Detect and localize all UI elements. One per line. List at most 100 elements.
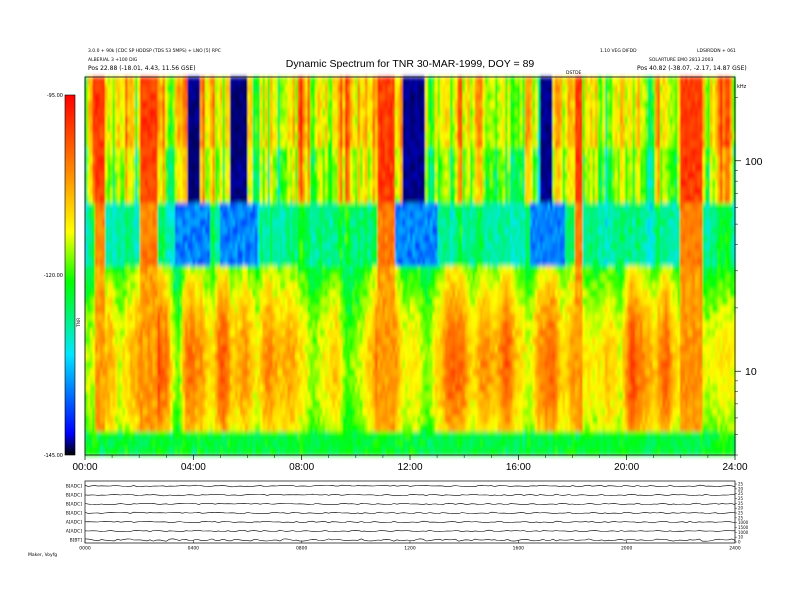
heatmap-cell [300,360,304,369]
heatmap-cell [240,384,244,393]
heatmap-cell [187,195,191,204]
heatmap-cell [210,171,214,180]
heatmap-cell [227,171,231,180]
heatmap-cell [107,305,111,314]
heatmap-cell [245,439,249,448]
heatmap-cell [310,108,314,117]
heatmap-cell [105,210,109,220]
heatmap-cell [302,84,306,94]
heatmap-cell [135,321,139,330]
heatmap-cell [255,344,259,354]
heatmap-cell [267,140,271,149]
heatmap-cell [245,273,249,283]
heatmap-cell [340,203,344,212]
heatmap-cell [115,132,119,141]
heatmap-cell [202,266,206,275]
heatmap-cell [142,100,146,110]
heatmap-cell [265,336,269,346]
heatmap-cell [147,226,151,236]
heatmap-cell [145,218,149,228]
heatmap-cell [177,392,181,401]
heatmap-cell [292,187,296,196]
heatmap-cell [225,273,229,283]
heatmap-cell [295,218,299,228]
heatmap-cell [215,163,219,173]
heatmap-cell [160,100,164,110]
heatmap-cell [202,423,206,432]
heatmap-cell [140,195,144,204]
heatmap-cell [335,140,339,149]
heatmap-cell [267,147,271,157]
heatmap-cell [277,258,281,267]
heatmap-cell [127,431,131,440]
heatmap-cell [202,84,206,94]
heatmap-cell [92,77,96,86]
heatmap-cell [172,281,176,291]
heatmap-cell [150,415,154,425]
heatmap-cell [145,140,149,149]
heatmap-cell [285,258,289,267]
heatmap-cell [177,368,181,377]
heatmap-cell [120,116,124,125]
heatmap-cell [275,352,279,362]
heatmap-cell [340,84,344,94]
heatmap-cell [192,368,196,377]
heatmap-cell [125,376,129,385]
heatmap-cell [150,313,154,322]
heatmap-cell [330,407,334,417]
heatmap-cell [312,399,316,409]
heatmap-cell [162,218,166,228]
heatmap-cell [207,163,211,173]
heatmap-cell [207,439,211,448]
heatmap-cell [87,399,91,409]
heatmap-cell [245,368,249,377]
heatmap-cell [122,305,126,314]
heatmap-cell [127,203,131,212]
heatmap-cell [320,226,324,236]
heatmap-cell [175,163,179,173]
heatmap-cell [340,108,344,117]
heatmap-cell [132,376,136,385]
heatmap-cell [252,415,256,425]
heatmap-cell [300,250,304,259]
heatmap-cell [275,187,279,196]
heatmap-cell [202,155,206,165]
heatmap-cell [175,392,179,401]
heatmap-cell [120,258,124,267]
heatmap-cell [307,368,311,377]
heatmap-cell [285,84,289,94]
heatmap-cell [152,352,156,362]
heatmap-cell [110,273,114,283]
heatmap-cell [180,187,184,196]
heatmap-cell [117,124,121,133]
heatmap-cell [120,376,124,385]
heatmap-cell [220,108,224,117]
heatmap-cell [130,289,134,299]
heatmap-cell [140,439,144,448]
heatmap-cell [140,352,144,362]
heatmap-cell [300,187,304,196]
heatmap-cell [250,289,254,299]
heatmap-cell [330,329,334,338]
heatmap-cell [185,305,189,314]
heatmap-cell [285,313,289,322]
heatmap-cell [110,250,114,259]
heatmap-cell [297,77,301,86]
heatmap-cell [335,431,339,440]
heatmap-cell [325,210,329,220]
heatmap-cell [107,132,111,141]
heatmap-cell [125,92,129,102]
heatmap-cell [180,250,184,259]
heatmap-cell [337,384,341,393]
heatmap-cell [190,415,194,425]
heatmap-cell [210,84,214,94]
heatmap-cell [252,313,256,322]
heatmap-cell [192,155,196,165]
heatmap-cell [230,352,234,362]
heatmap-cell [280,321,284,330]
heatmap-cell [302,321,306,330]
heatmap-cell [262,368,266,377]
heatmap-cell [205,108,209,117]
heatmap-cell [212,124,216,133]
heatmap-cell [160,368,164,377]
